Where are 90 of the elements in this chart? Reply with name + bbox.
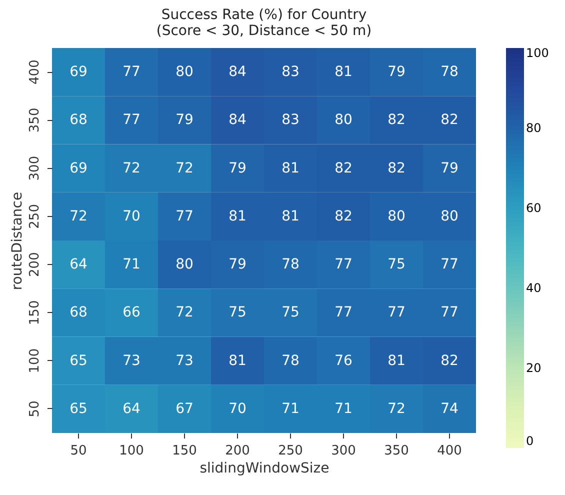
data-label: 77 (388, 304, 406, 321)
data-label: 71 (282, 400, 300, 417)
x-tick-label: 150 (172, 444, 197, 458)
data-label: 69 (70, 64, 88, 80)
data-label: 77 (440, 304, 458, 321)
data-label: 81 (388, 352, 406, 369)
data-label: 81 (282, 160, 300, 176)
data-label: 77 (334, 304, 352, 321)
y-tick-label: 350 (28, 108, 42, 133)
y-tick-label: 250 (28, 204, 42, 229)
color-bar-label: 0 (526, 434, 534, 448)
data-label: 80 (176, 64, 194, 80)
data-label: 82 (440, 112, 458, 128)
color-bar-label: 20 (526, 361, 542, 375)
data-label: 84 (228, 64, 246, 80)
data-label: 83 (282, 112, 300, 128)
chart-title: Success Rate (%) for Country (161, 7, 367, 23)
data-label: 70 (228, 400, 246, 417)
data-label: 80 (334, 112, 352, 128)
x-tick-label: 350 (384, 444, 409, 458)
data-label: 73 (122, 352, 140, 369)
color-bar-label: 80 (526, 121, 542, 135)
data-label: 83 (282, 64, 300, 80)
data-label: 79 (228, 160, 246, 176)
data-label: 80 (440, 208, 458, 224)
y-tick-label: 100 (28, 348, 42, 374)
x-tick-label: 250 (278, 444, 303, 458)
data-label: 79 (228, 256, 246, 273)
data-label: 82 (388, 112, 406, 128)
data-label: 84 (228, 112, 246, 128)
data-label: 82 (388, 160, 406, 176)
y-axis-title: routeDistance (10, 192, 26, 290)
y-tick-label: 150 (28, 300, 42, 326)
data-label: 73 (176, 352, 194, 369)
data-label: 64 (122, 400, 140, 417)
data-label: 77 (122, 112, 140, 128)
data-label: 75 (282, 304, 300, 321)
data-label: 72 (176, 160, 194, 176)
data-label: 80 (388, 208, 406, 224)
data-label: 67 (176, 400, 194, 417)
data-label: 65 (70, 400, 88, 417)
data-label: 78 (440, 64, 458, 80)
data-label: 79 (388, 64, 406, 80)
data-label: 82 (334, 160, 352, 176)
data-label: 71 (334, 400, 352, 417)
data-label: 80 (176, 256, 194, 273)
data-label: 68 (70, 304, 88, 321)
x-tick-label: 400 (437, 444, 462, 458)
data-label: 72 (388, 400, 406, 417)
y-tick-label: 50 (28, 400, 42, 418)
data-label: 72 (176, 304, 194, 321)
y-tick-label: 400 (28, 60, 42, 84)
data-label: 69 (70, 160, 88, 176)
data-label: 81 (228, 352, 246, 369)
data-label: 81 (282, 208, 300, 224)
data-label: 72 (122, 160, 140, 176)
color-bar-label: 60 (526, 201, 542, 215)
data-label: 70 (122, 208, 140, 224)
data-label: 66 (122, 304, 140, 321)
data-label: 77 (440, 256, 458, 273)
data-label: 75 (388, 256, 406, 273)
data-label: 72 (70, 208, 88, 224)
x-tick-label: 100 (119, 444, 144, 458)
chart-subtitle: (Score < 30, Distance < 50 m) (156, 23, 372, 39)
data-label: 78 (282, 256, 300, 273)
data-label: 65 (70, 352, 88, 369)
data-label: 77 (176, 208, 194, 224)
y-tick-label: 200 (28, 252, 42, 277)
x-axis-title: slidingWindowSize (200, 460, 330, 476)
data-label: 79 (440, 160, 458, 176)
data-label: 76 (334, 352, 352, 369)
x-tick-label: 50 (70, 444, 87, 458)
data-label: 64 (70, 256, 88, 273)
data-label: 77 (122, 64, 140, 80)
data-label: 79 (176, 112, 194, 128)
data-label: 78 (282, 352, 300, 369)
color-bar-label: 100 (526, 46, 549, 60)
color-bar-label: 40 (526, 281, 542, 295)
data-label: 81 (228, 208, 246, 224)
data-label: 68 (70, 112, 88, 128)
x-tick-label: 300 (331, 444, 356, 458)
data-label: 77 (334, 256, 352, 273)
data-label: 82 (334, 208, 352, 224)
x-tick-label: 200 (225, 444, 250, 458)
y-tick-label: 300 (28, 156, 42, 181)
data-label: 81 (334, 64, 352, 80)
data-label: 74 (440, 400, 458, 417)
data-label: 75 (228, 304, 246, 321)
data-label: 82 (440, 352, 458, 369)
data-label: 71 (122, 256, 140, 273)
